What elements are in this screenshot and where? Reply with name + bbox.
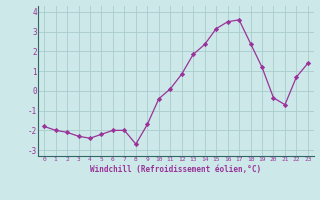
X-axis label: Windchill (Refroidissement éolien,°C): Windchill (Refroidissement éolien,°C) [91, 165, 261, 174]
